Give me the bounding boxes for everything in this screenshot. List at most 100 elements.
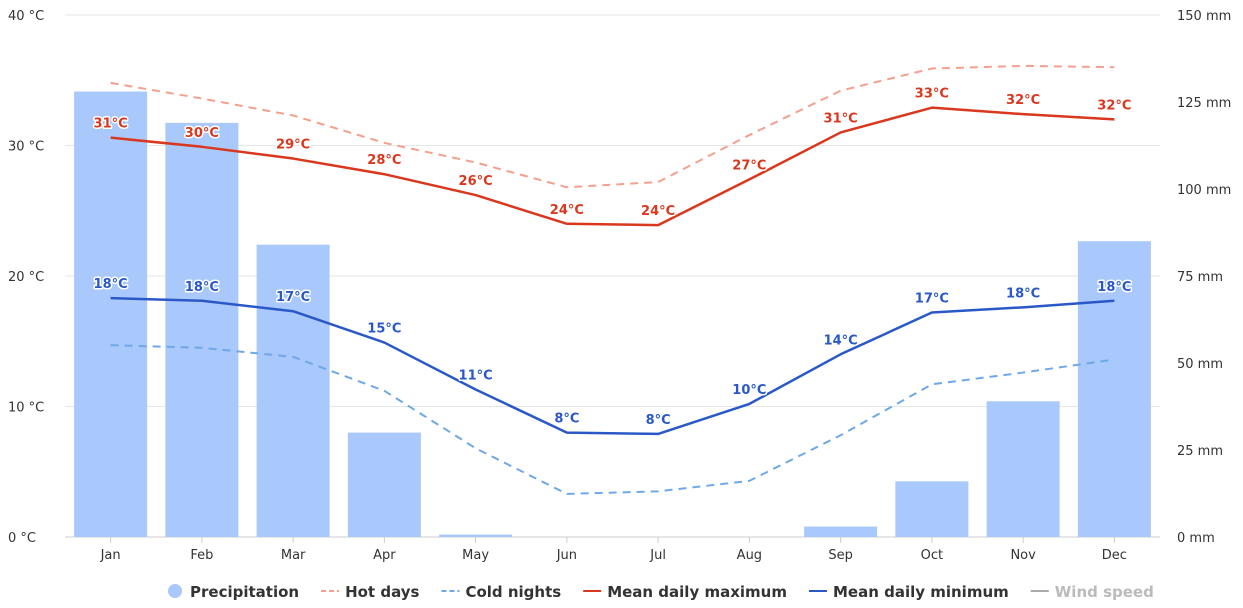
- data-label-halo: 8°C: [554, 412, 579, 427]
- legend-label: Wind speed: [1055, 583, 1154, 601]
- data-label: 30°C: [185, 126, 219, 141]
- y-right-tick-label: 50 mm: [1177, 357, 1223, 372]
- data-label-halo: 24°C: [550, 203, 584, 218]
- hot-days-line: [110, 64, 1115, 189]
- precipitation-bars: [74, 91, 1151, 537]
- precipitation-bar: [895, 481, 969, 537]
- data-label-halo: 33°C: [915, 87, 949, 102]
- data-label-halo: 18°C: [1006, 286, 1040, 301]
- x-tick-label: Aug: [737, 548, 762, 563]
- y-left-tick-label: 30 °C: [8, 140, 44, 155]
- legend-item: Mean daily minimum: [808, 583, 1009, 601]
- x-tick-label: Jul: [649, 548, 666, 563]
- data-label: 8°C: [554, 412, 579, 427]
- x-tick-label: Jan: [100, 548, 121, 563]
- legend: Precipitation Hot days Cold nights Mean dai…: [168, 583, 1154, 601]
- data-label-halo: 17°C: [276, 290, 310, 305]
- y-right-tick-label: 0 mm: [1177, 531, 1215, 546]
- x-tick-label: Sep: [828, 548, 853, 563]
- y-right-tick-label: 100 mm: [1177, 183, 1231, 198]
- y-right-tick-label: 125 mm: [1177, 96, 1231, 111]
- gridlines: [65, 14, 1160, 538]
- data-label: 11°C: [459, 369, 493, 384]
- data-label: 18°C: [185, 280, 219, 295]
- legend-item: Mean daily maximum: [583, 583, 787, 601]
- data-label-halo: 10°C: [732, 383, 766, 398]
- legend-item: Hot days: [321, 583, 420, 601]
- data-label-halo: 28°C: [367, 153, 401, 168]
- y-left-tick-label: 20 °C: [8, 270, 44, 285]
- x-tick-label: Jun: [556, 548, 577, 563]
- data-label: 17°C: [915, 292, 949, 307]
- precipitation-bar: [256, 244, 330, 537]
- data-label-halo: 32°C: [1006, 93, 1040, 108]
- data-label-halo: 32°C: [1097, 98, 1131, 113]
- y-left-tick-label: 10 °C: [8, 401, 44, 416]
- legend-label: Precipitation: [190, 583, 299, 601]
- data-labels: 31°C31°C30°C30°C29°C29°C28°C28°C26°C26°C…: [92, 85, 1133, 429]
- data-label: 24°C: [641, 204, 675, 219]
- precipitation-bar: [165, 122, 239, 537]
- data-label-halo: 31°C: [824, 111, 858, 126]
- mean-daily-maximum-line: [110, 106, 1115, 227]
- data-label-halo: 11°C: [459, 369, 493, 384]
- data-label: 26°C: [459, 174, 493, 189]
- data-label-halo: 15°C: [367, 322, 401, 337]
- data-label: 33°C: [915, 87, 949, 102]
- y-right-tick-label: 75 mm: [1177, 270, 1223, 285]
- data-label: 15°C: [367, 322, 401, 337]
- data-label: 18°C: [1097, 280, 1131, 295]
- cold-nights-line: [110, 344, 1115, 495]
- data-label-halo: 29°C: [276, 138, 310, 153]
- data-label-halo: 8°C: [646, 413, 671, 428]
- data-label: 31°C: [824, 111, 858, 126]
- x-tick-label: Mar: [281, 548, 306, 563]
- data-label: 17°C: [276, 290, 310, 305]
- x-tick-label: Nov: [1010, 548, 1036, 563]
- data-label: 10°C: [732, 383, 766, 398]
- data-label-halo: 17°C: [915, 292, 949, 307]
- mean-daily-minimum-line: [110, 296, 1115, 436]
- data-label: 28°C: [367, 153, 401, 168]
- data-label: 8°C: [646, 413, 671, 428]
- data-label: 29°C: [276, 138, 310, 153]
- data-label: 31°C: [94, 117, 128, 132]
- data-label-halo: 18°C: [185, 280, 219, 295]
- legend-item: Wind speed: [1030, 583, 1154, 601]
- data-label: 24°C: [550, 203, 584, 218]
- x-tick-label: Oct: [921, 548, 943, 563]
- axis-ticks: 0 °C 10 °C 20 °C 30 °C 40 °C 0 mm 25 mm 50 mm 75…: [8, 9, 1231, 563]
- data-label: 32°C: [1097, 98, 1131, 113]
- data-label-halo: 18°C: [94, 277, 128, 292]
- legend-symbol: [168, 584, 182, 598]
- precipitation-bar: [74, 91, 148, 537]
- x-tick-label: Apr: [373, 548, 396, 563]
- data-label-halo: 18°C: [1097, 280, 1131, 295]
- data-label-halo: 30°C: [185, 126, 219, 141]
- data-label: 14°C: [824, 333, 858, 348]
- y-right-tick-label: 150 mm: [1177, 9, 1231, 24]
- data-label-halo: 24°C: [641, 204, 675, 219]
- precipitation-bar: [347, 432, 421, 537]
- x-tick-label: Feb: [190, 548, 213, 563]
- data-label: 18°C: [1006, 286, 1040, 301]
- data-label: 27°C: [732, 158, 766, 173]
- precipitation-bar: [439, 534, 513, 537]
- legend-item: Precipitation: [168, 583, 299, 601]
- precipitation-bar: [986, 401, 1060, 537]
- legend-label: Cold nights: [465, 583, 561, 601]
- precipitation-bar: [1077, 241, 1151, 537]
- data-label: 18°C: [94, 277, 128, 292]
- temperature-lines: [110, 64, 1115, 495]
- x-tick-label: Dec: [1102, 548, 1127, 563]
- legend-label: Hot days: [345, 583, 419, 601]
- data-label-halo: 14°C: [824, 333, 858, 348]
- y-left-tick-label: 40 °C: [8, 9, 44, 24]
- legend-label: Mean daily maximum: [607, 583, 787, 601]
- y-left-tick-label: 0 °C: [8, 531, 36, 546]
- data-label-halo: 27°C: [732, 158, 766, 173]
- data-label-halo: 26°C: [459, 174, 493, 189]
- x-tick-label: May: [462, 548, 489, 563]
- y-right-tick-label: 25 mm: [1177, 444, 1223, 459]
